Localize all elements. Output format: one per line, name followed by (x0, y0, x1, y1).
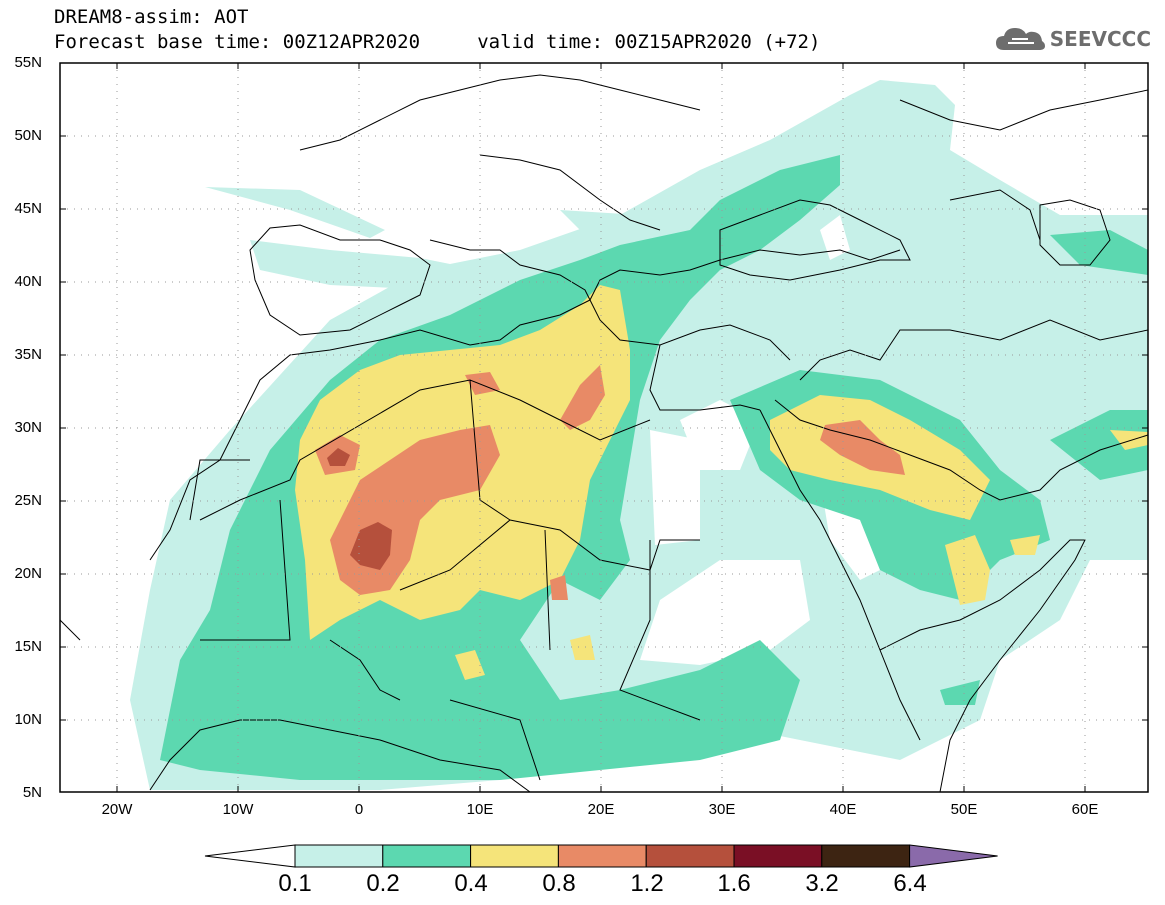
colorbar (204, 844, 998, 868)
colorbar-label: 0.2 (366, 870, 400, 897)
lat-label-30n: 30N (14, 419, 42, 436)
aot-band-1.2 (327, 448, 392, 570)
grid (60, 63, 1148, 792)
chart-subtitle: Forecast base time: 00Z12APR2020 valid t… (54, 31, 821, 53)
colorbar-label: 0.1 (278, 870, 312, 897)
colorbar-swatch (821, 844, 911, 868)
seevccc-logo: SEEVCCC (994, 24, 1151, 54)
lon-label-50e: 50E (950, 801, 978, 818)
colorbar-swatch (645, 844, 735, 868)
lat-label-15n: 15N (14, 638, 42, 655)
lat-label-45n: 45N (14, 200, 42, 217)
lon-label-40e: 40E (829, 801, 857, 818)
lat-label-10n: 10N (14, 711, 42, 728)
colorbar-label: 1.2 (630, 870, 664, 897)
colorbar-label: 1.6 (717, 870, 751, 897)
colorbar-swatch (733, 844, 823, 868)
chart-title: DREAM8-assim: AOT (54, 6, 249, 28)
lon-label-10e: 10E (466, 801, 494, 818)
lon-label-30e: 30E (708, 801, 736, 818)
lat-label-55n: 55N (14, 54, 42, 71)
lon-label-10w: 10W (222, 801, 254, 818)
colorbar-swatch (294, 844, 384, 868)
coastlines (60, 74, 1148, 792)
colorbar-label: 0.8 (542, 870, 576, 897)
lon-label-20e: 20E (587, 801, 615, 818)
lat-label-5n: 5N (22, 784, 42, 801)
lat-label-40n: 40N (14, 273, 42, 290)
logo-text: SEEVCCC (1049, 27, 1151, 51)
lat-label-20n: 20N (14, 565, 42, 582)
lat-label-35n: 35N (14, 346, 42, 363)
colorbar-swatch (557, 844, 647, 868)
colorbar-label: 0.4 (454, 870, 488, 897)
colorbar-swatch (470, 844, 559, 868)
lon-label-60e: 60E (1071, 801, 1099, 818)
colorbar-swatch (382, 844, 472, 868)
cloud-icon (995, 28, 1045, 50)
lon-label-20w: 20W (101, 801, 133, 818)
colorbar-label: 3.2 (805, 870, 839, 897)
colorbar-arrow-low (204, 844, 296, 868)
lat-label-25n: 25N (14, 492, 42, 509)
lon-label-0: 0 (354, 801, 364, 818)
colorbar-label: 6.4 (893, 870, 927, 897)
axis-ticks (60, 63, 1148, 792)
colorbar-arrow-high (909, 844, 998, 868)
lat-label-50n: 50N (14, 127, 42, 144)
